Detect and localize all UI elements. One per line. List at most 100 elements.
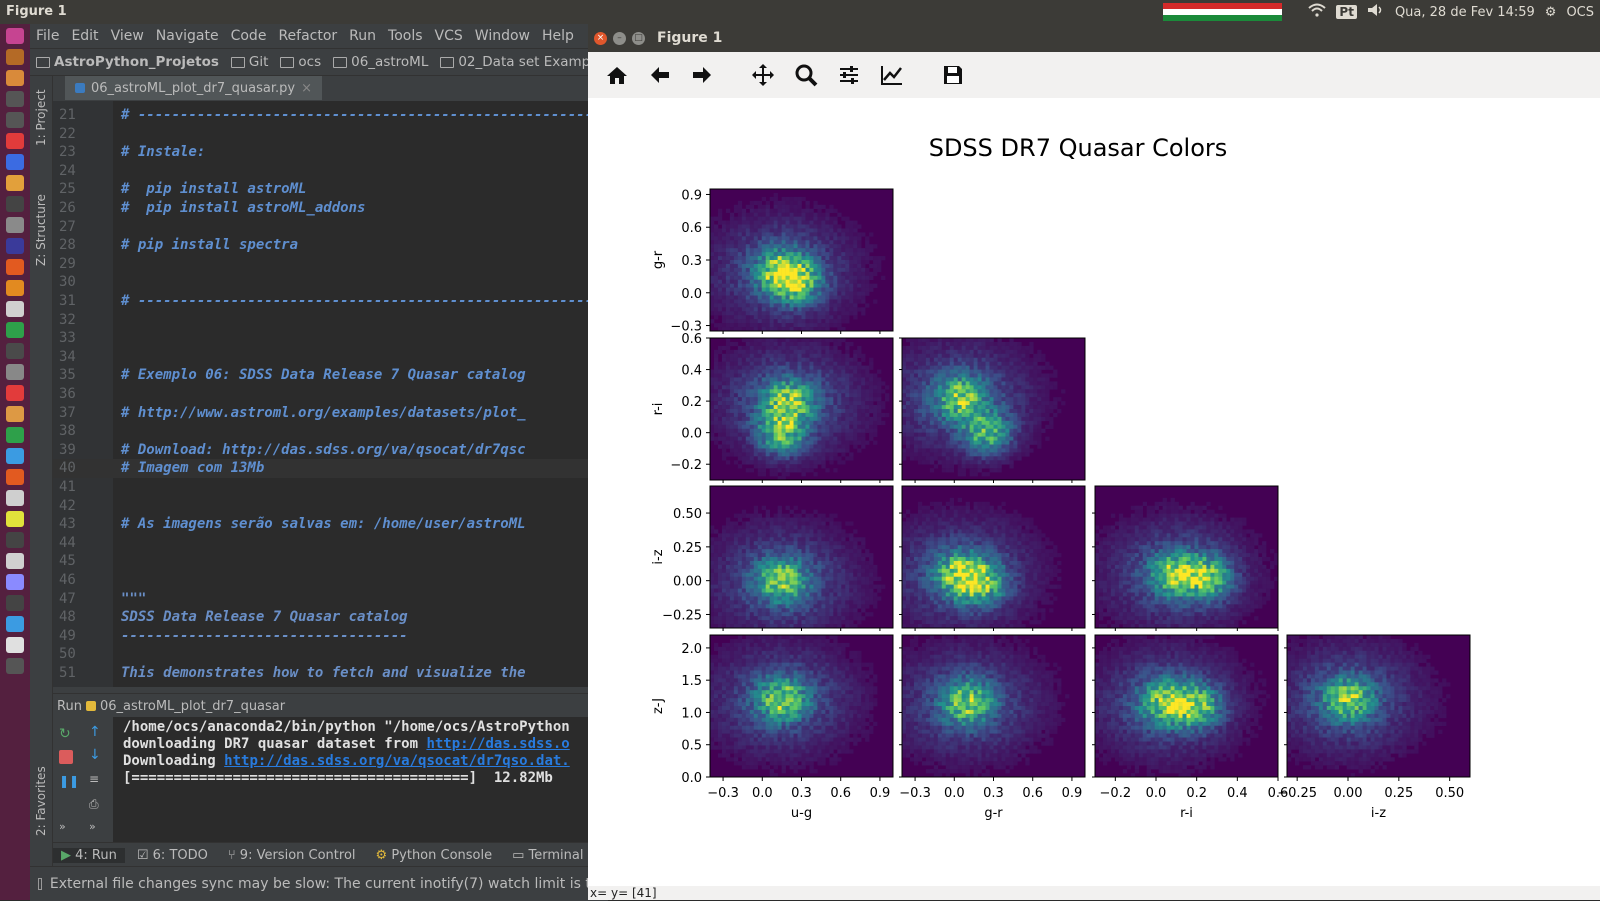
pause-icon[interactable]: ❚❚ xyxy=(59,774,73,788)
menu-view[interactable]: View xyxy=(105,28,150,44)
heatmap-cell xyxy=(918,425,922,429)
scroll-down-icon[interactable]: ↓ xyxy=(89,747,103,761)
menu-help[interactable]: Help xyxy=(536,28,580,44)
launcher-app-icon[interactable] xyxy=(6,217,24,233)
launcher-app-icon[interactable] xyxy=(6,238,24,254)
settings-gear-icon[interactable]: ⚙ xyxy=(1545,5,1557,20)
launcher-app-icon[interactable] xyxy=(6,259,24,275)
close-window-icon[interactable]: × xyxy=(594,32,607,45)
breadcrumb-item[interactable]: Git xyxy=(225,54,275,70)
launcher-app-icon[interactable] xyxy=(6,343,24,359)
print-icon[interactable]: ⎙ xyxy=(89,797,103,811)
configure-subplots-icon[interactable] xyxy=(834,60,864,90)
launcher-app-icon[interactable] xyxy=(6,28,24,44)
menu-file[interactable]: File xyxy=(30,28,65,44)
launcher-app-icon[interactable] xyxy=(6,112,24,128)
launcher-app-icon[interactable] xyxy=(6,490,24,506)
menu-refactor[interactable]: Refactor xyxy=(272,28,343,44)
launcher-app-icon[interactable] xyxy=(6,658,24,674)
launcher-app-icon[interactable] xyxy=(6,70,24,86)
menu-navigate[interactable]: Navigate xyxy=(150,28,225,44)
close-tab-icon[interactable]: × xyxy=(301,81,312,96)
wifi-icon[interactable] xyxy=(1308,3,1326,21)
launcher-app-icon[interactable] xyxy=(6,448,24,464)
breadcrumb-item[interactable]: 06_astroML xyxy=(327,54,434,70)
launcher-app-icon[interactable] xyxy=(6,133,24,149)
launcher-app-icon[interactable] xyxy=(6,301,24,317)
save-figure-icon[interactable] xyxy=(938,60,968,90)
launcher-app-icon[interactable] xyxy=(6,322,24,338)
minimize-window-icon[interactable]: – xyxy=(613,32,626,45)
more-icon[interactable]: » xyxy=(89,820,103,834)
editor-tab[interactable]: 06_astroML_plot_dr7_quasar.py × xyxy=(65,76,322,100)
launcher-app-icon[interactable] xyxy=(6,175,24,191)
soft-wrap-icon[interactable]: ≡ xyxy=(89,772,103,786)
launcher-app-icon[interactable] xyxy=(6,616,24,632)
tool-tab-python-console[interactable]: ⚙ Python Console xyxy=(368,848,501,863)
launcher-app-icon[interactable] xyxy=(6,196,24,212)
launcher-app-icon[interactable] xyxy=(6,637,24,653)
launcher-app-icon[interactable] xyxy=(6,385,24,401)
forward-arrow-icon[interactable] xyxy=(687,60,717,90)
keyboard-layout-indicator[interactable]: Pt xyxy=(1336,5,1357,19)
launcher-app-icon[interactable] xyxy=(6,406,24,422)
heatmap-cell xyxy=(938,377,942,381)
breadcrumb-item[interactable]: 02_Data set Examp xyxy=(434,54,596,70)
menu-code[interactable]: Code xyxy=(225,28,273,44)
code-editor[interactable]: 21# ------------------------------------… xyxy=(53,101,600,687)
breadcrumb-item[interactable]: AstroPython_Projetos xyxy=(30,54,225,70)
launcher-app-icon[interactable] xyxy=(6,553,24,569)
heatmap-cell xyxy=(813,350,817,354)
home-icon[interactable] xyxy=(602,60,632,90)
zoom-magnifier-icon[interactable] xyxy=(791,60,821,90)
menu-tools[interactable]: Tools xyxy=(382,28,429,44)
clock[interactable]: Qua, 28 de Fev 14:59 xyxy=(1395,5,1535,20)
structure-tool-tab[interactable]: Z: Structure xyxy=(34,194,48,266)
heatmap-cell xyxy=(833,377,837,381)
volume-icon[interactable] xyxy=(1367,3,1385,21)
back-arrow-icon[interactable] xyxy=(645,60,675,90)
edit-axes-icon[interactable] xyxy=(877,60,907,90)
launcher-app-icon[interactable] xyxy=(6,574,24,590)
launcher-app-icon[interactable] xyxy=(6,49,24,65)
heatmap-cell xyxy=(794,522,798,526)
launcher-app-icon[interactable] xyxy=(6,364,24,380)
tool-tab-4-run[interactable]: ▶ 4: Run xyxy=(53,848,125,863)
heatmap-cell xyxy=(718,405,722,409)
heatmap-cell xyxy=(1029,437,1033,441)
tool-tab-6-todo[interactable]: ☑ 6: TODO xyxy=(129,848,216,863)
heatmap-cell xyxy=(970,362,974,366)
tool-tab-9-version-control[interactable]: ⑂ 9: Version Control xyxy=(220,848,364,863)
heatmap-cell xyxy=(770,557,774,561)
menu-edit[interactable]: Edit xyxy=(65,28,104,44)
tool-tab-terminal[interactable]: ▭ Terminal xyxy=(504,848,591,863)
heatmap-cell xyxy=(1005,437,1009,441)
launcher-app-icon[interactable] xyxy=(6,532,24,548)
heatmap-cell xyxy=(726,413,730,417)
launcher-app-icon[interactable] xyxy=(6,469,24,485)
user-name[interactable]: OCS xyxy=(1566,5,1594,20)
breadcrumb-item[interactable]: ocs xyxy=(274,54,327,70)
menu-run[interactable]: Run xyxy=(343,28,382,44)
launcher-app-icon[interactable] xyxy=(6,91,24,107)
run-console[interactable]: ↻ ↑ ↓ ❚❚ ≡ ⎙ » » /home/ocs/anaconda2/bin… xyxy=(53,717,600,842)
pan-move-icon[interactable] xyxy=(748,60,778,90)
stop-icon[interactable] xyxy=(59,750,73,764)
menu-window[interactable]: Window xyxy=(469,28,536,44)
console-link[interactable]: http://das.sdss.o xyxy=(426,736,569,752)
launcher-app-icon[interactable] xyxy=(6,280,24,296)
more-icon[interactable]: » xyxy=(59,820,73,834)
launcher-app-icon[interactable] xyxy=(6,595,24,611)
favorites-tool-tab[interactable]: 2: Favorites xyxy=(34,766,48,836)
console-link[interactable]: http://das.sdss.org/va/qsocat/dr7qso.dat… xyxy=(224,753,570,769)
project-tool-tab[interactable]: 1: Project xyxy=(34,89,48,146)
maximize-window-icon[interactable]: □ xyxy=(632,32,645,45)
launcher-app-icon[interactable] xyxy=(6,511,24,527)
launcher-app-icon[interactable] xyxy=(6,427,24,443)
scroll-up-icon[interactable]: ↑ xyxy=(89,724,103,738)
rerun-icon[interactable]: ↻ xyxy=(59,726,73,740)
launcher-app-icon[interactable] xyxy=(6,154,24,170)
status-toggle-icon[interactable] xyxy=(38,878,42,890)
menu-vcs[interactable]: VCS xyxy=(429,28,469,44)
